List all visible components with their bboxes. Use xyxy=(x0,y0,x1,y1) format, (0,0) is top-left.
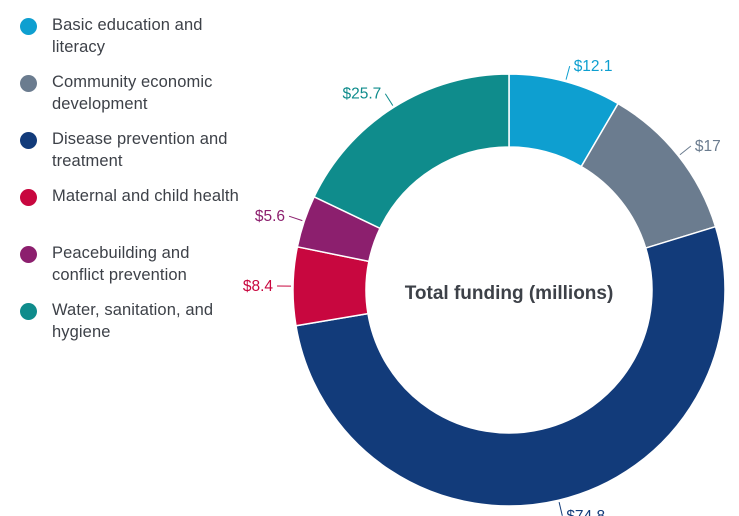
legend-item: Peacebuilding and conflict prevention xyxy=(20,242,245,299)
donut-slice xyxy=(313,73,510,230)
legend-swatch xyxy=(20,189,37,206)
leader-line xyxy=(384,93,394,106)
legend-label: Disease prevention and treatment xyxy=(52,130,228,170)
legend-label: Community economic development xyxy=(52,73,213,113)
leader-line xyxy=(288,215,303,222)
legend-swatch xyxy=(20,246,37,263)
slice-value-label: $5.6 xyxy=(255,208,285,225)
legend-label: Peacebuilding and conflict prevention xyxy=(52,244,190,284)
leader-line xyxy=(558,502,563,516)
slice-value-label: $74.8 xyxy=(566,508,605,516)
slice-value-label: $25.7 xyxy=(343,86,382,103)
center-label: Total funding (millions) xyxy=(405,283,614,304)
slice-value-label: $8.4 xyxy=(243,278,274,295)
donut-slices xyxy=(292,73,726,507)
legend-item: Water, sanitation, and hygiene xyxy=(20,299,245,356)
legend-label: Basic education and literacy xyxy=(52,16,203,56)
legend-item: Community economic development xyxy=(20,71,245,128)
legend-item: Basic education and literacy xyxy=(20,14,245,71)
leader-line xyxy=(679,145,692,156)
legend-swatch xyxy=(20,75,37,92)
slice-value-label: $17 xyxy=(695,138,721,155)
legend-item: Maternal and child health xyxy=(20,185,245,242)
legend-label: Maternal and child health xyxy=(52,187,239,205)
slice-value-label: $12.1 xyxy=(574,58,613,75)
chart-legend: Basic education and literacy Community ec… xyxy=(20,14,245,356)
legend-item: Disease prevention and treatment xyxy=(20,128,245,185)
legend-swatch xyxy=(20,132,37,149)
leader-line xyxy=(565,65,571,80)
slice-labels: $12.1 $17 $74.8 $8.4 $5.6 $25.7 xyxy=(243,58,721,516)
legend-label: Water, sanitation, and hygiene xyxy=(52,301,214,341)
legend-swatch xyxy=(20,18,37,35)
legend-swatch xyxy=(20,303,37,320)
donut-slice xyxy=(295,225,726,507)
